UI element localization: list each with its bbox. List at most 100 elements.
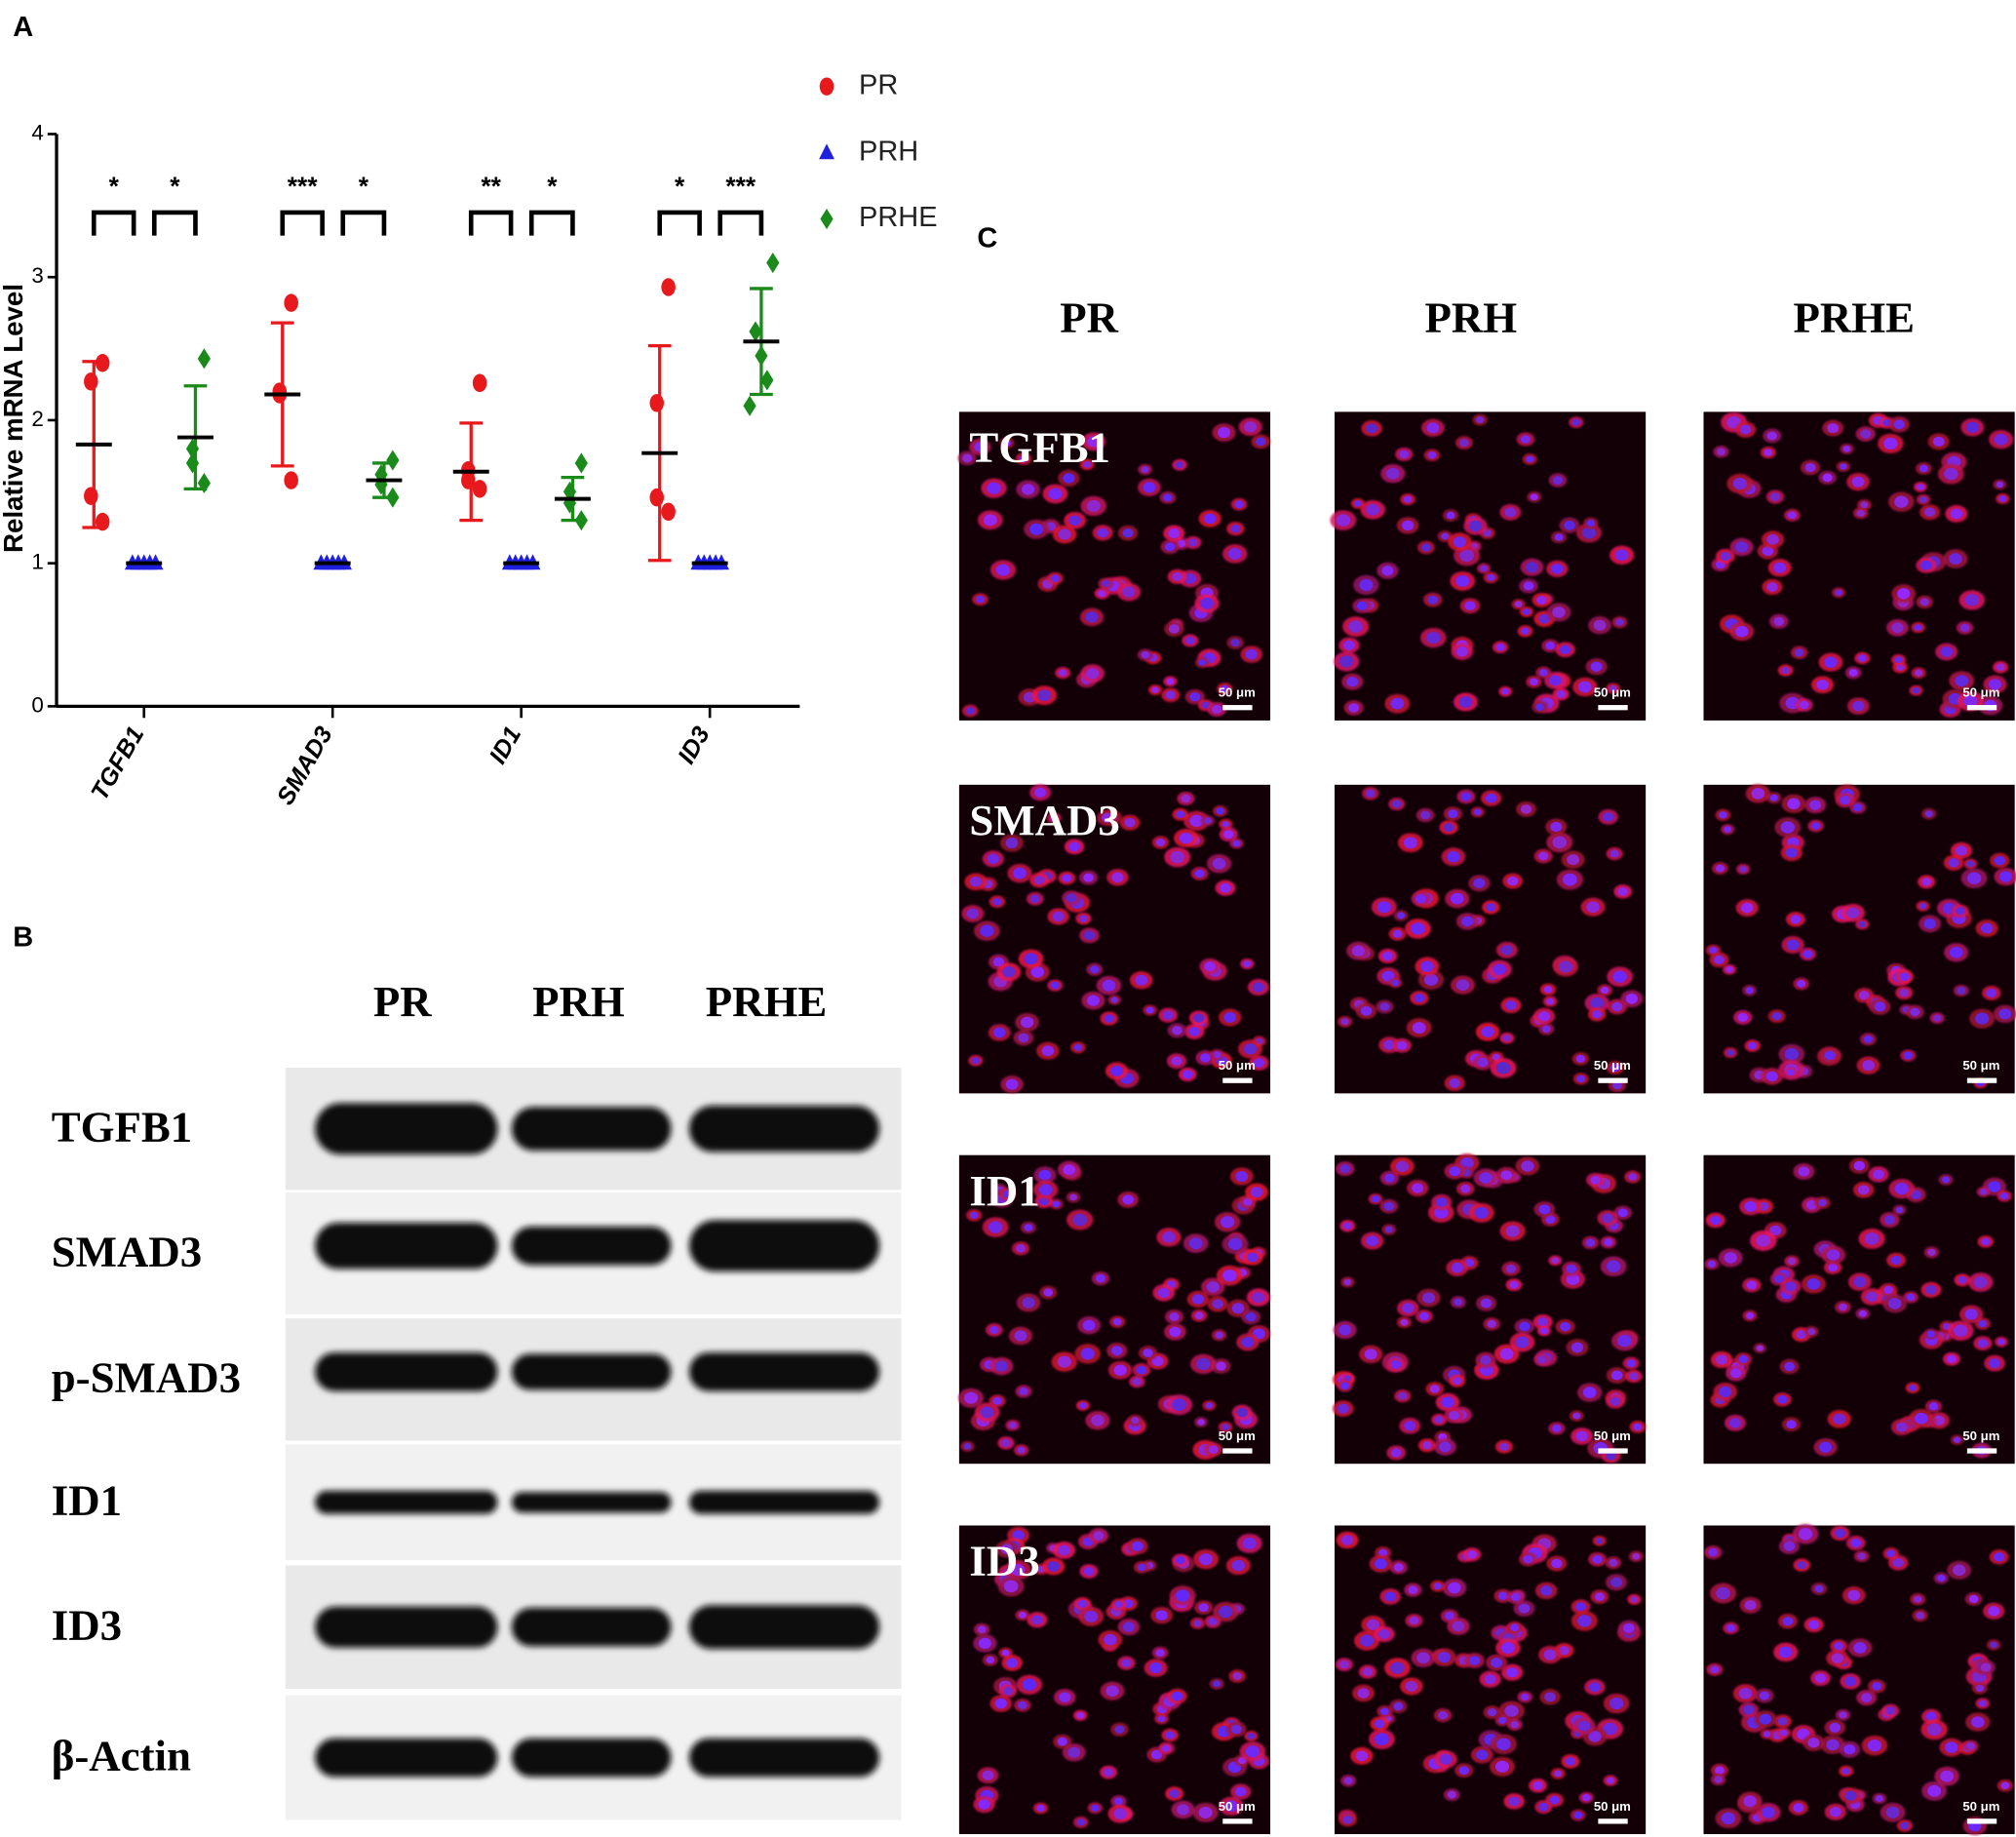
cell-nucleus: [1383, 1201, 1394, 1211]
significance-label: ***: [725, 172, 756, 201]
cell-nucleus: [1771, 1012, 1782, 1021]
cell-nucleus: [1343, 1777, 1353, 1784]
cell-nucleus: [989, 1325, 999, 1335]
cell-nucleus: [1441, 1396, 1454, 1408]
cell-nucleus: [1566, 1273, 1580, 1285]
cell-nucleus: [1169, 1312, 1180, 1321]
cell-nucleus: [1764, 449, 1773, 456]
cell-nucleus: [1171, 1056, 1182, 1066]
cell-nucleus: [1001, 1438, 1011, 1447]
cell-nucleus: [992, 1396, 1002, 1405]
micrograph: 50 μm: [1330, 411, 1647, 721]
cell-nucleus: [1086, 668, 1100, 680]
cell-nucleus: [1395, 1160, 1410, 1173]
cell-nucleus: [1921, 878, 1931, 886]
y-tick-label: 0: [31, 692, 43, 717]
cell-nucleus: [1883, 1215, 1896, 1225]
cell-nucleus: [992, 957, 1005, 967]
cell-nucleus: [1604, 1238, 1613, 1246]
data-point: [84, 487, 98, 505]
cell-nucleus: [1021, 484, 1035, 495]
cell-nucleus: [1479, 1172, 1493, 1184]
cell-nucleus: [1824, 656, 1838, 668]
cell-nucleus: [1222, 1269, 1237, 1282]
cell-nucleus: [1235, 1786, 1247, 1797]
cell-nucleus: [1058, 1544, 1070, 1556]
cell-nucleus: [1955, 845, 1967, 856]
cell-nucleus: [1626, 1359, 1636, 1368]
cell-nucleus: [1606, 1260, 1621, 1272]
cell-nucleus: [1780, 821, 1796, 834]
cell-nucleus: [1756, 1234, 1771, 1247]
cell-nucleus: [1715, 1766, 1725, 1775]
cell-nucleus: [1460, 792, 1472, 801]
cell-nucleus: [1955, 675, 1969, 687]
significance-bracket: [151, 210, 198, 236]
cell-nucleus: [995, 564, 1011, 576]
cell-nucleus: [1501, 687, 1509, 695]
cell-nucleus: [1038, 1169, 1052, 1181]
cell-nucleus: [1919, 598, 1929, 606]
cell-nucleus: [1468, 520, 1483, 531]
cell-nucleus: [1447, 1790, 1456, 1799]
cell-nucleus: [1538, 613, 1551, 624]
cell-nucleus: [1058, 669, 1067, 677]
cell-nucleus: [1738, 1688, 1753, 1700]
cell-nucleus: [1384, 1591, 1397, 1602]
cell-nucleus: [1956, 907, 1965, 916]
cell-nucleus: [1177, 1804, 1190, 1816]
data-point: [472, 480, 487, 498]
cell-nucleus: [1783, 1541, 1796, 1551]
cell-nucleus: [1151, 686, 1159, 693]
cell-nucleus: [1903, 1051, 1913, 1060]
cell-nucleus: [1403, 837, 1417, 849]
cell-nucleus: [1097, 528, 1108, 538]
cell-nucleus: [1359, 578, 1374, 592]
cell-nucleus: [1340, 1382, 1349, 1390]
cell-nucleus: [1151, 1355, 1164, 1367]
cell-nucleus: [1796, 1330, 1807, 1340]
cell-nucleus: [1364, 1348, 1377, 1360]
micrograph: 50 μm ID3: [958, 1525, 1271, 1835]
cell-nucleus: [1609, 1558, 1618, 1567]
cell-nucleus: [1077, 1599, 1088, 1608]
x-tick-label: SMAD3: [272, 722, 338, 809]
micrograph: 50 μm: [1703, 1154, 2015, 1465]
cell-nucleus: [1254, 1058, 1264, 1068]
cell-nucleus: [1999, 1192, 2009, 1200]
cell-nucleus: [1858, 920, 1867, 928]
scale-bar: [1222, 705, 1253, 711]
cell-nucleus: [1953, 1324, 1968, 1337]
cell-nucleus: [1495, 644, 1505, 651]
legend-label: PR: [859, 69, 898, 100]
cell-nucleus: [1839, 1711, 1847, 1719]
significance-bracket: [657, 210, 702, 236]
cell-nucleus: [1888, 1298, 1902, 1309]
cell-nucleus: [1615, 618, 1624, 626]
blot-band: [688, 1105, 880, 1153]
data-point: [472, 373, 487, 393]
cell-nucleus: [1014, 1330, 1027, 1342]
cell-nucleus: [1024, 1224, 1033, 1231]
cell-nucleus: [1743, 1704, 1755, 1715]
cell-nucleus: [1973, 1276, 1988, 1288]
cell-nucleus: [1435, 1197, 1448, 1207]
cell-nucleus: [1994, 1552, 2005, 1562]
cell-nucleus: [1612, 1080, 1622, 1090]
cell-nucleus: [1024, 953, 1038, 965]
cell-nucleus: [1091, 1804, 1100, 1812]
blot-band: [511, 1607, 672, 1647]
legend-marker: [820, 208, 834, 230]
cell-nucleus: [1405, 1680, 1418, 1692]
cell-nucleus: [1536, 595, 1547, 605]
cell-nucleus: [1220, 684, 1229, 693]
cell-nucleus: [1227, 548, 1242, 560]
cell-nucleus: [1530, 493, 1538, 501]
cell-nucleus: [1521, 627, 1530, 635]
cell-nucleus: [1110, 1065, 1123, 1076]
cell-nucleus: [1204, 817, 1212, 824]
cell-nucleus: [1366, 423, 1377, 434]
scale-bar: [1966, 705, 1997, 711]
cell-nucleus: [1366, 503, 1380, 516]
cell-nucleus: [1188, 1027, 1200, 1036]
